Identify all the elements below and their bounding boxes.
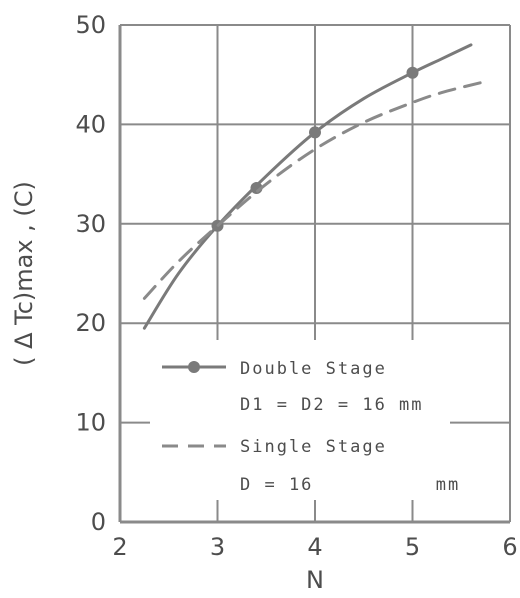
- x-axis-title: N: [306, 566, 324, 594]
- series-line-single-stage: [142, 81, 483, 300]
- x-tick-label-4: 4: [307, 533, 322, 561]
- y-tick-label-30: 30: [75, 210, 106, 238]
- series-line-double-stage: [142, 43, 473, 330]
- data-point-double-stage-3: [406, 66, 419, 79]
- x-tick-label-2: 2: [112, 533, 127, 561]
- y-axis-title: ( Δ Tc)max , (C): [10, 181, 38, 366]
- legend-label-double-stage: Double Stage: [240, 359, 387, 379]
- labels-layer: N ( Δ Tc)max , (C): [10, 181, 324, 594]
- x-tick-label-5: 5: [405, 533, 420, 561]
- y-tick-label-0: 0: [91, 508, 106, 536]
- legend-label-single-stage: Single Stage: [240, 437, 387, 457]
- y-tick-label-10: 10: [75, 409, 106, 437]
- data-point-double-stage-2: [309, 126, 321, 139]
- legend-layer: Double Stage D1 = D2 = 16 mm Single Stag…: [150, 340, 460, 500]
- x-tick-label-6: 6: [502, 533, 517, 561]
- y-tick-label-20: 20: [75, 309, 106, 337]
- legend-sublabel-double-stage: D1 = D2 = 16 mm: [240, 395, 424, 415]
- legend-sublabel-single-stage: D = 16 mm: [240, 475, 460, 495]
- y-tick-label-40: 40: [75, 110, 106, 138]
- y-tick-label-50: 50: [75, 11, 106, 39]
- x-tick-label-3: 3: [210, 533, 225, 561]
- axes-layer: 2 3 4 5 6 0 10 20 30 40 50: [75, 11, 517, 561]
- legend-marker-double-stage: [188, 361, 200, 373]
- series-layer: [142, 43, 483, 330]
